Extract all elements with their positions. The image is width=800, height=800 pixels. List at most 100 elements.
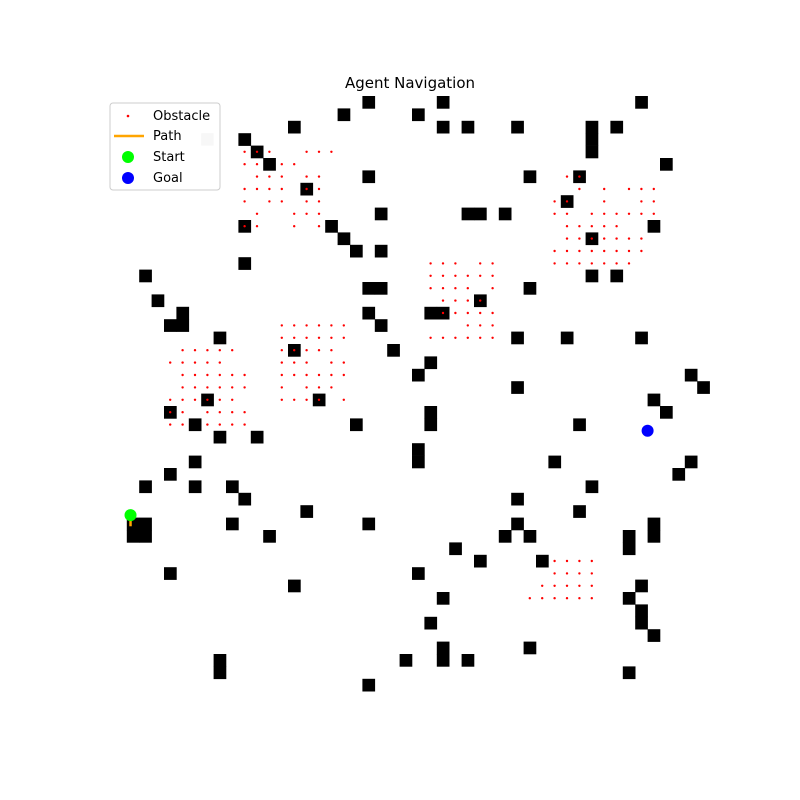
- obstacle-point: [466, 287, 469, 290]
- obstacle-point: [553, 249, 556, 253]
- obstacle-cell: [387, 344, 400, 357]
- obstacle-point: [305, 200, 308, 203]
- obstacle-point: [652, 200, 655, 203]
- obstacle-point: [590, 559, 593, 563]
- obstacle-point: [627, 187, 631, 191]
- obstacle-point: [169, 398, 172, 401]
- obstacle-point: [268, 187, 271, 191]
- obstacle-cell: [511, 492, 524, 506]
- obstacle-cell: [238, 133, 252, 146]
- obstacle-point: [243, 163, 246, 166]
- obstacle-point: [479, 324, 482, 327]
- chart-legend: Obstacle Path Start Goal: [109, 102, 221, 191]
- obstacle-point: [305, 175, 308, 178]
- obstacle-cell: [374, 244, 388, 258]
- obstacle-cell: [139, 269, 152, 283]
- obstacle-dots-layer: [169, 150, 655, 600]
- obstacle-cell: [573, 418, 586, 432]
- obstacle-point: [305, 361, 308, 364]
- obstacle-point: [181, 349, 184, 352]
- obstacle-point: [317, 150, 321, 153]
- obstacle-point: [317, 324, 321, 327]
- obstacle-point: [305, 212, 308, 215]
- obstacle-cell: [635, 331, 648, 345]
- obstacle-point: [280, 336, 283, 339]
- obstacle-cell: [672, 468, 686, 481]
- obstacle-point: [181, 361, 184, 364]
- obstacle-cell: [263, 158, 276, 171]
- obstacle-cell: [622, 542, 636, 556]
- obstacle-point: [578, 584, 581, 587]
- obstacle-point: [640, 249, 643, 253]
- obstacle-point: [627, 262, 631, 265]
- obstacle-point: [578, 237, 581, 240]
- obstacle-cell: [226, 480, 239, 494]
- obstacle-point: [193, 398, 197, 401]
- obstacle-point: [169, 361, 172, 364]
- obstacle-cell: [362, 517, 376, 531]
- obstacle-cell: [647, 220, 661, 233]
- obstacle-cell: [362, 170, 376, 184]
- obstacle-point: [193, 386, 197, 389]
- obstacle-cell: [362, 678, 376, 692]
- obstacle-point: [280, 349, 283, 352]
- obstacle-point: [255, 175, 259, 178]
- obstacle-cell: [374, 319, 388, 332]
- obstacle-point: [206, 411, 209, 414]
- obstacle-point: [429, 336, 432, 339]
- obstacle-point: [466, 324, 469, 327]
- obstacle-cell: [362, 306, 376, 320]
- obstacle-cell: [461, 654, 475, 667]
- obstacle-point: [466, 311, 469, 315]
- obstacle-point: [454, 299, 457, 302]
- legend-goal-label: Goal: [153, 171, 183, 186]
- obstacle-point: [293, 398, 296, 401]
- obstacle-point: [466, 299, 469, 302]
- obstacle-cell: [461, 120, 475, 134]
- obstacle-point: [652, 212, 655, 215]
- obstacle-point: [243, 423, 246, 426]
- obstacle-cell: [300, 505, 314, 518]
- obstacle-point: [491, 324, 494, 327]
- obstacle-point: [293, 373, 296, 377]
- obstacle-point: [590, 597, 593, 600]
- obstacle-point: [280, 187, 283, 191]
- obstacle-cell: [263, 530, 276, 543]
- obstacle-cell: [412, 455, 425, 469]
- obstacle-cell: [647, 530, 661, 543]
- obstacle-point: [479, 299, 482, 302]
- obstacle-point: [491, 274, 494, 277]
- obstacle-point: [615, 212, 618, 215]
- obstacle-point: [218, 386, 221, 389]
- obstacle-point: [181, 373, 184, 377]
- obstacle-cell: [523, 282, 537, 295]
- obstacle-point: [565, 200, 569, 203]
- obstacle-cell: [560, 331, 574, 345]
- obstacle-point: [441, 274, 445, 277]
- obstacle-point: [590, 262, 593, 265]
- obstacle-point: [255, 150, 259, 153]
- obstacle-point: [603, 187, 606, 191]
- obstacle-point: [231, 386, 234, 389]
- obstacle-point: [441, 287, 445, 290]
- obstacle-point: [553, 262, 556, 265]
- obstacle-cell: [374, 282, 388, 295]
- obstacle-cell: [573, 505, 586, 518]
- obstacle-cell: [474, 207, 487, 221]
- obstacle-point: [578, 572, 581, 575]
- obstacle-cell: [176, 306, 190, 320]
- obstacle-cell: [436, 641, 450, 655]
- obstacle-point: [218, 411, 221, 414]
- obstacle-cell: [461, 207, 475, 221]
- obstacle-cell: [647, 393, 661, 407]
- obstacle-point: [305, 398, 308, 401]
- plot-area: [124, 96, 710, 692]
- obstacle-point: [330, 361, 333, 364]
- obstacle-cell: [213, 331, 227, 345]
- obstacle-point: [268, 200, 271, 203]
- obstacle-cell: [412, 368, 425, 382]
- obstacle-point: [578, 262, 581, 265]
- obstacle-cell: [399, 654, 413, 667]
- obstacle-cell: [288, 579, 301, 593]
